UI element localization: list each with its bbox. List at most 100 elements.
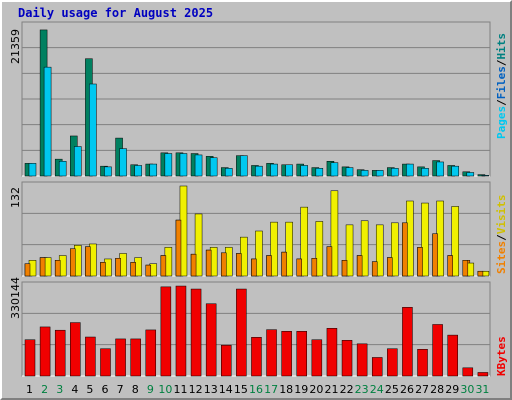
kbytes-bar	[115, 338, 126, 377]
files-bar	[28, 163, 37, 177]
sites-bar	[54, 260, 61, 277]
chart-title: Daily usage for August 2025	[18, 6, 213, 20]
files-bar	[74, 146, 82, 177]
kbytes-bar	[24, 339, 36, 377]
day-label: 14	[219, 383, 233, 396]
files-bar	[194, 154, 203, 177]
files-bar	[58, 161, 67, 177]
day-label: 21	[324, 383, 338, 396]
kbytes-bar	[387, 348, 398, 377]
files-bar	[89, 83, 97, 177]
files-bar	[436, 161, 444, 177]
day-label: 20	[309, 383, 323, 396]
legend-kbytes: KBytes	[495, 336, 508, 376]
files-bar	[421, 168, 429, 177]
legend-middle: Sites/Visits	[495, 195, 508, 275]
kbytes-bar	[236, 288, 247, 377]
kbytes-bar	[100, 348, 111, 377]
files-bar	[315, 168, 324, 177]
files-bar	[285, 164, 293, 177]
visits-bar	[375, 224, 384, 277]
day-label: 26	[400, 383, 414, 396]
day-label: 8	[132, 383, 139, 396]
hits-axis-max: 21359	[9, 29, 22, 64]
visits-bar	[330, 190, 339, 277]
day-label: 16	[249, 383, 263, 396]
files-bar	[149, 163, 158, 177]
sites-bar	[371, 261, 378, 277]
sites-bar	[85, 246, 91, 277]
sites-bar	[281, 251, 287, 277]
day-label: 23	[355, 383, 369, 396]
sites-bar	[39, 257, 46, 277]
files-bar	[481, 175, 490, 177]
legend-files: Files	[495, 66, 508, 99]
day-label: 1	[26, 383, 33, 396]
visits-bar	[270, 221, 278, 277]
sites-bar	[417, 247, 423, 277]
day-labels: 1 2 3 4 5 6 7 8 9 10 11 12 13 14 15 16 17 18 19 20 21 22 23 24 2…	[26, 383, 489, 396]
sites-bar	[387, 257, 393, 277]
day-label: 11	[174, 383, 188, 396]
sites-bar	[311, 258, 318, 277]
files-bar	[360, 170, 369, 177]
bars	[24, 29, 490, 377]
legend-top: Pages/Files/Hits	[495, 33, 508, 139]
sites-bar	[130, 262, 136, 277]
day-label: 27	[415, 383, 429, 396]
files-bar	[255, 165, 263, 177]
sites-bar	[402, 222, 408, 277]
sites-bar	[190, 253, 197, 277]
svg-text:Pages/Files/Hits: Pages/Files/Hits	[495, 33, 508, 139]
day-label: 9	[147, 383, 154, 396]
sites-bar	[175, 219, 182, 277]
sites-bar	[326, 246, 333, 277]
legend-hits: Hits	[495, 33, 508, 60]
legend-bottom: KBytes	[495, 336, 508, 376]
kbytes-bar	[251, 337, 262, 377]
kbytes-bar	[341, 340, 353, 377]
kbytes-bar	[477, 372, 489, 377]
kbytes-bar	[402, 307, 413, 377]
visits-bar	[315, 221, 324, 277]
files-bar	[375, 170, 384, 177]
legend-separator: /	[495, 59, 508, 66]
sites-bar	[24, 263, 31, 277]
sites-bar	[462, 260, 469, 277]
day-label: 2	[41, 383, 48, 396]
sites-bar	[205, 249, 212, 277]
files-bar	[240, 155, 248, 177]
legend-separator: /	[495, 234, 508, 241]
svg-text:Sites/Visits: Sites/Visits	[495, 195, 508, 275]
files-bar	[164, 153, 173, 177]
day-label: 18	[279, 383, 293, 396]
visits-bar	[300, 206, 308, 277]
files-bar	[391, 168, 399, 177]
day-label: 19	[294, 383, 308, 396]
files-bar	[345, 167, 354, 177]
files-bar	[43, 66, 52, 177]
day-label: 17	[264, 383, 278, 396]
day-label: 12	[189, 383, 203, 396]
files-bar	[451, 165, 459, 177]
sites-bar	[341, 260, 348, 277]
kbytes-bar	[371, 357, 383, 377]
day-label: 10	[158, 383, 172, 396]
visits-axis-max: 132	[9, 187, 22, 208]
files-bar	[119, 148, 127, 177]
kbytes-bar	[221, 344, 232, 377]
legend-pages: Pages	[495, 106, 508, 139]
legend-separator: /	[495, 99, 508, 106]
day-label: 31	[475, 383, 489, 396]
visits-bar	[421, 202, 429, 277]
legend-visits: Visits	[495, 195, 508, 235]
kbytes-bar	[356, 343, 368, 377]
visits-bar	[360, 220, 369, 277]
day-label: 30	[460, 383, 474, 396]
kbytes-bar	[447, 334, 458, 377]
day-label: 4	[71, 383, 78, 396]
day-label: 15	[234, 383, 248, 396]
kbytes-bar	[70, 322, 81, 377]
kbytes-bar	[85, 336, 96, 377]
day-label: 25	[385, 383, 399, 396]
